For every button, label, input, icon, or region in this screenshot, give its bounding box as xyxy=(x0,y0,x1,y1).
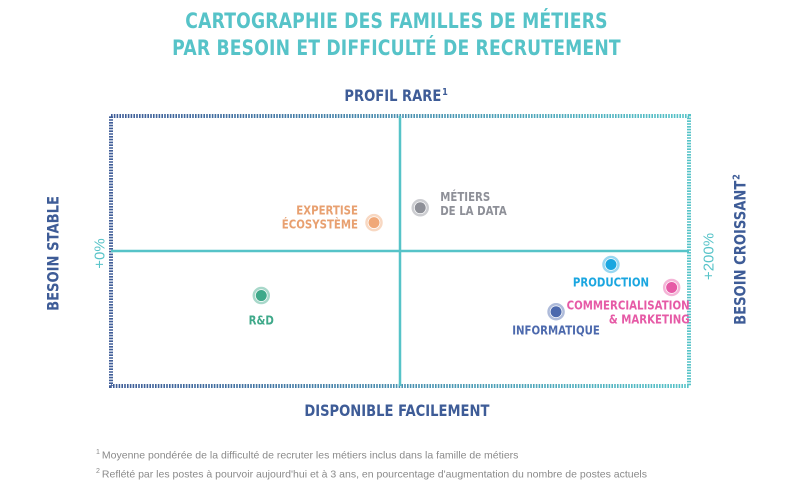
data-point-label-line: EXPERTISE xyxy=(296,204,358,218)
footnote-1-number: 1 xyxy=(96,449,100,456)
data-point xyxy=(605,259,617,270)
data-point-label-line: INFORMATIQUE xyxy=(512,324,600,338)
y-axis-top-label: PROFIL RARE1 xyxy=(0,86,793,105)
data-point xyxy=(368,217,380,229)
data-point-label: EXPERTISE ÉCOSYSTÈME xyxy=(282,204,358,232)
data-point xyxy=(666,281,678,293)
chart-title-line1: CARTOGRAPHIE DES FAMILLES DE MÉTIERS xyxy=(185,9,608,33)
chart-title-line2: PAR BESOIN ET DIFFICULTÉ DE RECRUTEMENT xyxy=(172,36,621,60)
footnote-1: 1 Moyenne pondérée de la difficulté de re… xyxy=(96,445,647,464)
y-axis-bottom-text: DISPONIBLE FACILEMENT xyxy=(303,401,490,420)
y-axis-bottom-label: DISPONIBLE FACILEMENT xyxy=(0,401,793,420)
data-point-label-line: PRODUCTION xyxy=(573,276,649,290)
chart-title: CARTOGRAPHIE DES FAMILLES DE MÉTIERS PAR… xyxy=(71,8,721,62)
footnotes: 1 Moyenne pondérée de la difficulté de re… xyxy=(96,445,647,482)
footnote-1-text: Moyenne pondérée de la difficulté de rec… xyxy=(101,449,519,462)
y-axis-top-text: PROFIL RARE xyxy=(344,86,442,105)
data-point-label: MÉTIERS DE LA DATA xyxy=(440,190,507,218)
data-point-label-line: MÉTIERS xyxy=(440,190,490,204)
data-point xyxy=(255,290,267,302)
footnote-2-text: Reflété par les postes à pourvoir aujour… xyxy=(101,468,648,480)
footnote-2-number: 2 xyxy=(96,467,100,475)
data-point-label: PRODUCTION xyxy=(573,276,649,290)
data-point-label-line: DE LA DATA xyxy=(440,204,507,218)
data-point xyxy=(550,306,562,318)
data-point-group: EXPERTISE ÉCOSYSTÈME xyxy=(282,204,383,232)
data-point-label: COMMERCIALISATION & MARKETING xyxy=(567,299,690,327)
data-point-label-line: R&D xyxy=(249,314,274,328)
data-point-group: INFORMATIQUE xyxy=(512,303,600,338)
data-point-label: INFORMATIQUE xyxy=(512,324,600,338)
data-point-label-line: & MARKETING xyxy=(609,313,690,327)
data-point-group: PRODUCTION xyxy=(573,255,649,290)
footnote-2: 2 Reflété par les postes à pourvoir aujou… xyxy=(96,464,647,483)
data-point-group: R&D xyxy=(249,286,274,328)
data-points: MÉTIERS DE LA DATA EXPERTISE ÉCOSYSTÈME R&D P… xyxy=(249,190,690,338)
data-point-group: MÉTIERS DE LA DATA xyxy=(411,190,507,218)
data-point-label-line: ÉCOSYSTÈME xyxy=(282,218,358,232)
footnote-ref-1: 1 xyxy=(442,86,449,98)
data-point-label: R&D xyxy=(249,314,274,328)
data-point-label-line: COMMERCIALISATION xyxy=(567,299,690,313)
data-point-group: COMMERCIALISATION & MARKETING xyxy=(567,278,690,327)
data-point xyxy=(414,202,426,214)
